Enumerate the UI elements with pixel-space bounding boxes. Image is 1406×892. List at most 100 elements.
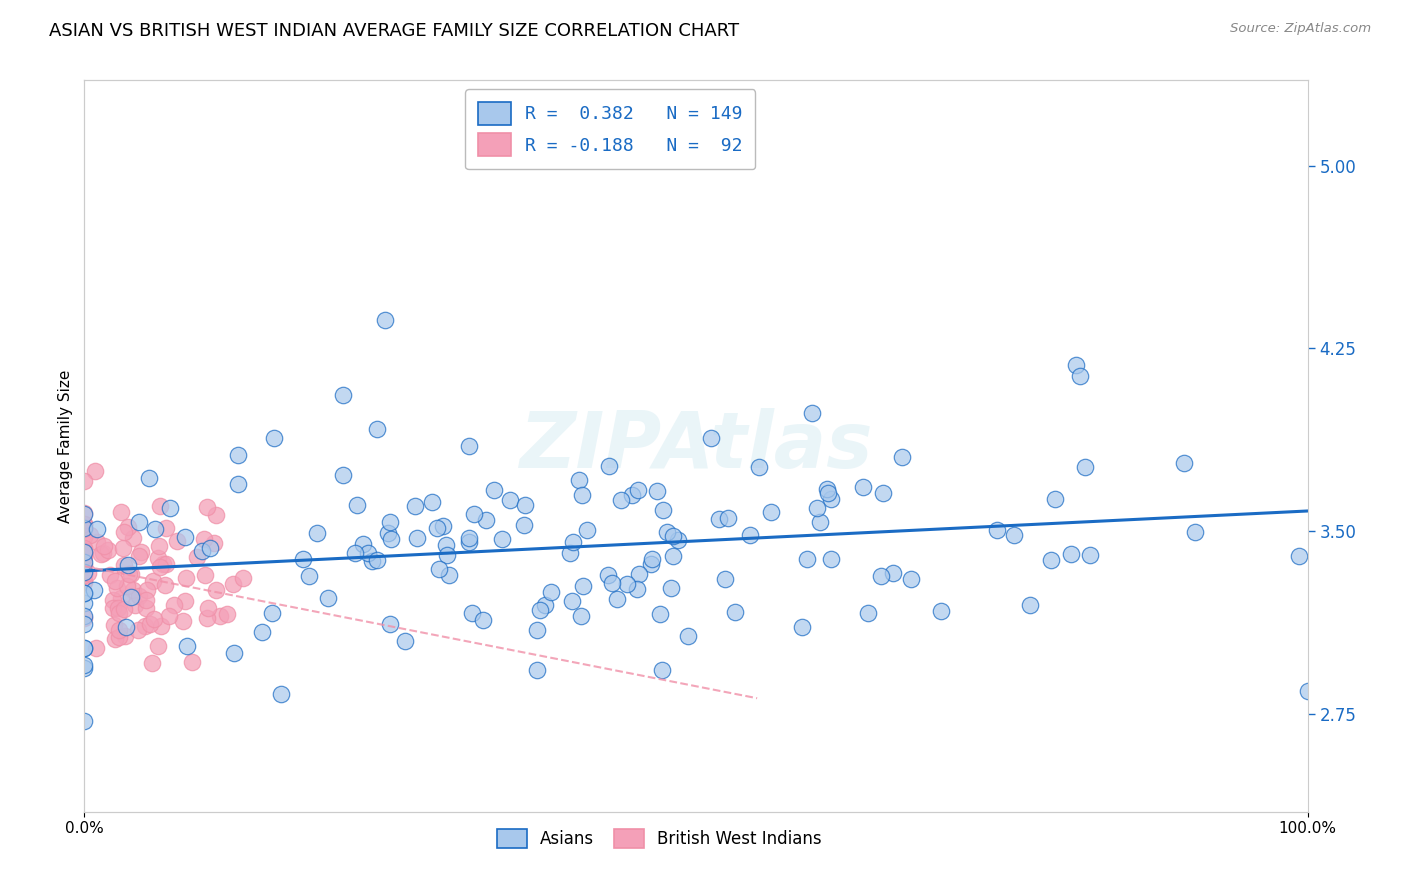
Point: [128, 549, 150, 563]
Point: [1184, 525, 1206, 540]
Point: [149, 559, 172, 574]
Point: [174, 571, 197, 585]
Point: [458, 532, 481, 546]
Point: [598, 459, 620, 474]
Point: [714, 572, 737, 586]
Point: [128, 515, 150, 529]
Point: [73, 516, 96, 531]
Point: [801, 406, 824, 420]
Point: [90, 547, 112, 561]
Point: [103, 618, 125, 632]
Point: [128, 589, 150, 603]
Point: [404, 500, 426, 514]
Point: [891, 450, 914, 465]
Point: [655, 525, 678, 540]
Point: [73, 714, 96, 728]
Point: [195, 500, 218, 515]
Point: [344, 546, 367, 560]
Point: [512, 517, 534, 532]
Point: [129, 545, 152, 559]
Point: [101, 601, 124, 615]
Point: [83, 583, 105, 598]
Point: [250, 624, 273, 639]
Point: [366, 422, 388, 436]
Point: [91, 546, 114, 560]
Point: [558, 546, 581, 560]
Point: [596, 567, 619, 582]
Point: [73, 474, 96, 488]
Point: [73, 555, 96, 569]
Point: [150, 619, 173, 633]
Point: [155, 577, 177, 591]
Point: [143, 522, 166, 536]
Point: [457, 439, 479, 453]
Point: [205, 582, 228, 597]
Point: [366, 552, 388, 566]
Point: [621, 488, 644, 502]
Point: [135, 592, 157, 607]
Point: [110, 591, 132, 605]
Point: [226, 476, 249, 491]
Point: [157, 609, 180, 624]
Point: [1018, 598, 1040, 612]
Point: [122, 582, 145, 597]
Point: [307, 526, 329, 541]
Point: [262, 606, 284, 620]
Point: [103, 592, 125, 607]
Point: [146, 551, 169, 566]
Point: [176, 639, 198, 653]
Point: [627, 483, 650, 498]
Point: [172, 614, 194, 628]
Point: [357, 546, 380, 560]
Point: [73, 586, 96, 600]
Point: [224, 646, 246, 660]
Point: [208, 609, 231, 624]
Point: [458, 535, 481, 549]
Point: [808, 515, 831, 529]
Point: [526, 663, 548, 677]
Point: [426, 520, 449, 534]
Point: [472, 614, 495, 628]
Point: [159, 501, 181, 516]
Legend: Asians, British West Indians: Asians, British West Indians: [489, 822, 828, 855]
Point: [135, 582, 157, 597]
Point: [263, 431, 285, 445]
Point: [73, 568, 96, 582]
Point: [346, 498, 368, 512]
Point: [576, 524, 599, 538]
Point: [73, 657, 96, 672]
Y-axis label: Average Family Size: Average Family Size: [58, 369, 73, 523]
Point: [107, 606, 129, 620]
Point: [569, 609, 592, 624]
Point: [394, 634, 416, 648]
Point: [73, 521, 96, 535]
Point: [533, 599, 555, 613]
Point: [380, 515, 402, 529]
Point: [676, 629, 699, 643]
Point: [180, 656, 202, 670]
Point: [73, 550, 96, 565]
Point: [122, 531, 145, 545]
Point: [332, 388, 354, 402]
Point: [152, 557, 174, 571]
Point: [73, 640, 96, 655]
Point: [666, 533, 689, 548]
Point: [820, 552, 842, 566]
Point: [491, 532, 513, 546]
Point: [662, 529, 685, 543]
Point: [986, 523, 1008, 537]
Point: [1288, 549, 1310, 563]
Point: [73, 616, 96, 631]
Point: [73, 608, 96, 623]
Point: [1040, 553, 1063, 567]
Point: [820, 491, 842, 506]
Point: [73, 507, 96, 521]
Point: [1078, 548, 1101, 562]
Point: [198, 541, 221, 555]
Point: [748, 459, 770, 474]
Point: [606, 592, 628, 607]
Point: [882, 566, 904, 581]
Point: [114, 620, 136, 634]
Point: [870, 568, 893, 582]
Point: [1060, 547, 1083, 561]
